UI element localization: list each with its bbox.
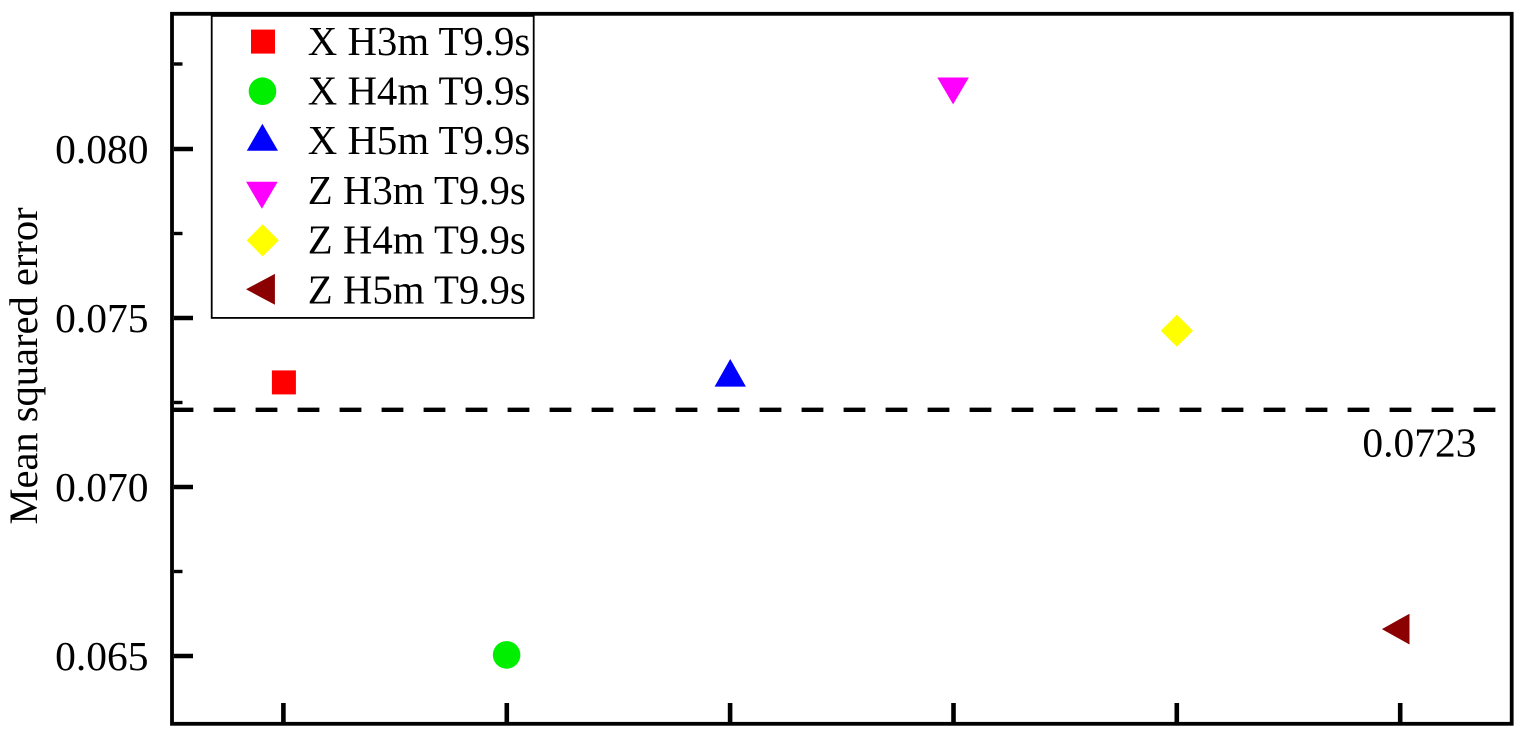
svg-text:0.075: 0.075: [55, 295, 148, 341]
svg-text:0.070: 0.070: [55, 464, 148, 510]
svg-text:0.080: 0.080: [55, 126, 148, 172]
svg-text:0.0723: 0.0723: [1362, 420, 1476, 466]
svg-text:Z H4m T9.9s: Z H4m T9.9s: [308, 218, 526, 263]
svg-text:X H4m T9.9s: X H4m T9.9s: [308, 69, 531, 114]
svg-text:Z H3m T9.9s: Z H3m T9.9s: [308, 168, 526, 213]
svg-text:X H5m T9.9s: X H5m T9.9s: [308, 118, 531, 163]
svg-text:X H3m T9.9s: X H3m T9.9s: [308, 19, 531, 64]
svg-text:Z H5m T9.9s: Z H5m T9.9s: [308, 267, 526, 312]
svg-text:Mean squared error: Mean squared error: [1, 207, 46, 525]
svg-text:0.065: 0.065: [55, 633, 148, 679]
